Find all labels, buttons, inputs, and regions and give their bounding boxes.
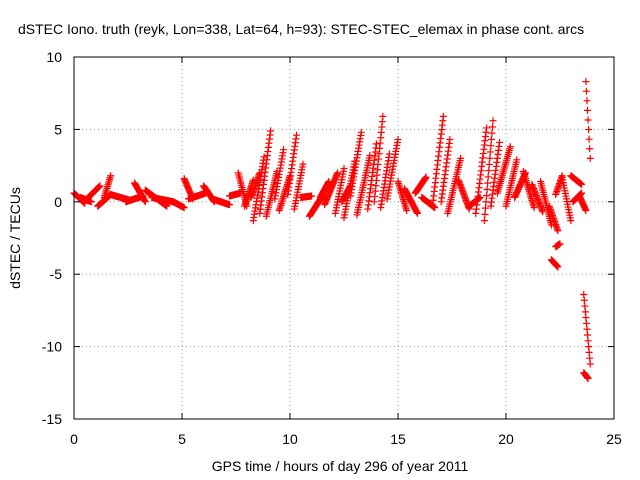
data-point [583,97,591,105]
y-tick-labels: -15 -10 -5 0 5 10 [42,49,62,427]
data-point [379,112,387,120]
data-point [87,198,95,206]
data-point [578,180,586,188]
data-point [554,263,562,271]
data-point [385,150,393,158]
data-point [582,78,590,86]
data-point [292,131,300,139]
data-point [585,126,593,134]
data-point [439,112,447,120]
y-tick-label: -5 [50,266,63,282]
data-point [180,204,188,212]
data-point [422,173,430,181]
data-point [483,185,491,193]
data-point [486,148,494,156]
data-point [366,151,374,159]
data-point [586,360,594,368]
x-tick-label: 15 [390,431,406,447]
data-points [70,78,594,382]
x-axis-label: GPS time / hours of day 296 of year 2011 [212,458,469,474]
data-point [484,173,492,181]
chart-title: dSTEC Iono. truth (reyk, Lon=338, Lat=64… [18,21,584,37]
data-point [308,192,316,200]
data-point [556,240,564,248]
data-point [107,172,115,180]
data-point [481,210,489,218]
data-point [487,135,495,143]
data-point [357,128,365,136]
data-point [530,204,538,212]
data-point [484,179,492,187]
y-tick-label: 0 [54,194,62,210]
data-point [584,106,592,114]
data-point [483,124,491,132]
data-point [481,204,489,212]
data-point [340,164,348,172]
y-tick-label: 5 [54,121,62,137]
data-point [485,160,493,168]
y-axis-label: dSTEC / TECUs [7,187,23,289]
data-point [506,143,514,151]
data-point [585,135,593,143]
data-point [483,192,491,200]
data-point [496,138,504,146]
data-point [413,209,421,217]
data-point [487,142,495,150]
data-point [513,156,521,164]
y-tick-label: -10 [42,339,62,355]
data-point [280,146,288,154]
data-point [372,140,380,148]
data-point [299,160,307,168]
axis-ticks [73,56,615,420]
data-point [584,116,592,124]
data-point [582,87,590,95]
data-point [485,167,493,175]
data-point [334,169,342,177]
grid [74,57,614,419]
x-tick-labels: 0 5 10 15 20 25 [70,431,622,447]
data-point [567,217,575,225]
data-point [586,154,594,162]
data-point [489,123,496,131]
data-point [446,136,454,144]
y-tick-label: -15 [42,411,62,427]
data-point [582,206,590,214]
y-tick-label: 10 [46,49,62,65]
data-point [486,154,494,162]
data-point [586,145,594,153]
data-point [394,136,402,144]
data-point [457,154,465,162]
data-point [325,178,333,186]
plot-frame [73,56,615,420]
x-tick-label: 25 [606,431,622,447]
data-point [480,217,488,225]
data-point [403,206,411,214]
x-tick-label: 0 [70,431,78,447]
data-point [584,374,592,382]
data-point [141,198,149,206]
x-tick-label: 5 [178,431,186,447]
data-point [488,129,496,137]
x-tick-label: 20 [498,431,514,447]
x-tick-label: 10 [282,431,298,447]
data-point [96,182,104,190]
data-point [226,201,234,209]
data-point [267,127,275,135]
data-point [489,117,497,125]
data-point [554,227,562,235]
